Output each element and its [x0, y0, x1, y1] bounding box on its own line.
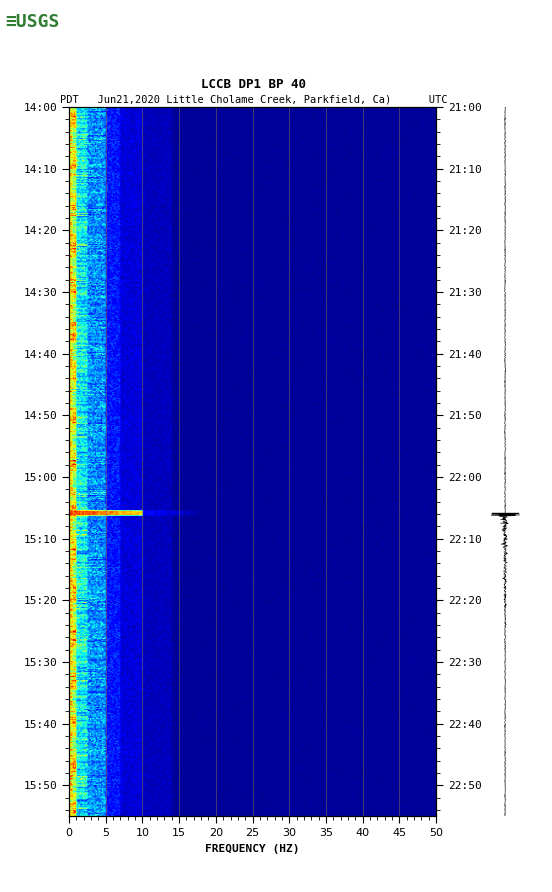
Text: PDT   Jun21,2020 Little Cholame Creek, Parkfield, Ca)      UTC: PDT Jun21,2020 Little Cholame Creek, Par…: [60, 95, 448, 104]
X-axis label: FREQUENCY (HZ): FREQUENCY (HZ): [205, 844, 300, 854]
Text: ≡USGS: ≡USGS: [6, 13, 60, 31]
Text: LCCB DP1 BP 40: LCCB DP1 BP 40: [201, 78, 306, 91]
